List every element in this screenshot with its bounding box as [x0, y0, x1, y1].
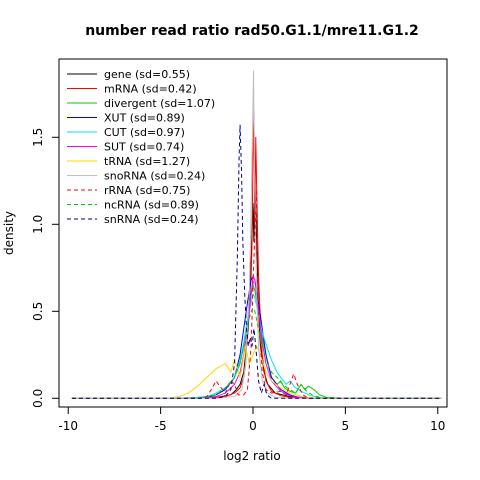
legend-label: ncRNA (sd=0.89): [104, 199, 199, 212]
x-axis: -10 -5 0 5 10: [58, 407, 445, 433]
x-tick-label: -5: [155, 419, 167, 433]
legend-label: CUT (sd=0.97): [104, 126, 185, 139]
legend-label: tRNA (sd=1.27): [104, 155, 190, 168]
x-tick-label: 10: [430, 419, 445, 433]
x-tick-label: 5: [342, 419, 350, 433]
y-axis-label: density: [2, 211, 16, 255]
series-line: [71, 345, 442, 399]
y-tick-label: 0.0: [31, 389, 45, 408]
y-tick-label: 1.0: [31, 215, 45, 234]
series-layer: [71, 70, 442, 399]
legend-label: divergent (sd=1.07): [104, 97, 215, 110]
y-tick-label: 0.5: [31, 302, 45, 321]
series-line: [71, 70, 442, 399]
legend-label: snRNA (sd=0.24): [104, 213, 199, 226]
series-line: [71, 307, 442, 399]
legend-label: XUT (sd=0.89): [104, 112, 185, 125]
legend-label: rRNA (sd=0.75): [104, 184, 190, 197]
x-tick-label: -10: [58, 419, 78, 433]
legend-label: SUT (sd=0.74): [104, 141, 184, 154]
y-tick-label: 1.5: [31, 128, 45, 147]
series-line: [71, 124, 442, 399]
legend: gene (sd=0.55) mRNA (sd=0.42)divergent (s…: [67, 68, 215, 226]
series-line: [71, 189, 442, 399]
x-tick-label: 0: [249, 419, 257, 433]
legend-label: snoRNA (sd=0.24): [104, 170, 205, 183]
x-axis-label: log2 ratio: [223, 449, 280, 463]
legend-label: mRNA (sd=0.42): [104, 83, 197, 96]
y-axis: 0.0 0.5 1.0 1.5: [31, 128, 59, 408]
legend-label: gene (sd=0.55): [104, 68, 190, 81]
chart-title: number read ratio rad50.G1.1/mre11.G1.2: [85, 23, 419, 39]
